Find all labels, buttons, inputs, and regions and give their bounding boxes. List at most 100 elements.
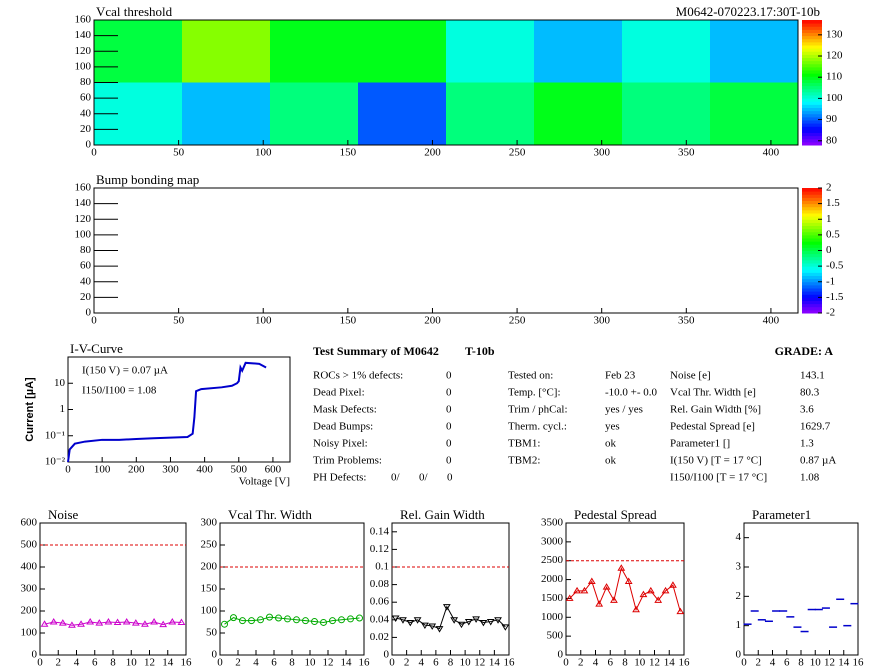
marker — [311, 618, 318, 626]
colorbar-step — [802, 45, 822, 49]
colorbar-step — [802, 35, 822, 40]
y-tick-label: 1 — [736, 619, 742, 631]
x-tick-label: 2 — [404, 657, 410, 669]
x-tick-label: 2 — [235, 657, 241, 669]
x-tick-label: 10 — [305, 657, 317, 669]
x-tick-label: 2 — [56, 657, 62, 669]
colorbar-step — [802, 269, 822, 273]
y-tick-label: 100 — [21, 627, 38, 639]
marker — [421, 622, 429, 630]
marker — [399, 617, 407, 624]
colorbar-step — [802, 129, 822, 133]
defect-label: Dead Bumps: — [313, 421, 373, 433]
info-value: ok — [605, 455, 617, 467]
colorbar-step — [802, 116, 822, 121]
x-tick-label: 100 — [255, 315, 272, 327]
x-tick-label: 0 — [741, 657, 747, 669]
colorbar-step — [802, 123, 822, 127]
colorbar-step — [802, 297, 822, 301]
result-value: 1.3 — [800, 438, 814, 450]
result-value: 1.08 — [800, 472, 820, 484]
marker — [610, 596, 618, 603]
x-tick-label: 300 — [593, 315, 610, 327]
y-tick-label: 80 — [80, 76, 92, 88]
colorbar-step — [802, 126, 822, 130]
y-axis-label: Current [µA] — [24, 377, 36, 442]
y-tick-label: 60 — [80, 260, 92, 272]
marker — [595, 600, 604, 607]
series-line — [44, 621, 182, 626]
colorbar-step — [802, 234, 822, 239]
marker — [573, 586, 581, 594]
marker — [275, 614, 282, 622]
y-tick-label: 60 — [80, 92, 92, 104]
colorbar-step — [802, 306, 822, 311]
x-tick-label: 6 — [608, 657, 614, 669]
marker — [320, 618, 327, 626]
colorbar-step — [802, 300, 822, 305]
x-tick-label: 600 — [265, 464, 282, 476]
heat-cell — [270, 20, 358, 83]
colorbar-label: 1.5 — [826, 197, 840, 209]
colorbar-step — [802, 60, 822, 65]
colorbar-step — [802, 48, 822, 52]
marker — [347, 615, 354, 623]
colorbar-label: -0.5 — [826, 260, 844, 272]
heat-cell — [622, 82, 710, 145]
series-line — [67, 361, 267, 463]
x-tick-label: 4 — [419, 657, 425, 669]
x-tick-label: 16 — [504, 657, 516, 669]
colorbar-step — [802, 54, 822, 58]
marker — [617, 564, 626, 571]
summary-title: Test Summary of M0642 — [313, 344, 439, 358]
x-tick-label: 50 — [173, 147, 185, 159]
heat-cell — [358, 20, 446, 83]
y-tick-label: 140 — [75, 29, 92, 41]
x-tick-label: 8 — [622, 657, 628, 669]
x-tick-label: 150 — [340, 147, 357, 159]
grade: GRADE: A — [775, 344, 834, 358]
x-tick-label: 8 — [448, 657, 454, 669]
colorbar-step — [802, 250, 822, 255]
info-value: ok — [605, 438, 617, 450]
colorbar-label: 2 — [826, 182, 832, 194]
marker — [442, 604, 451, 611]
colorbar-step — [802, 29, 822, 33]
marker — [646, 586, 655, 594]
x-tick-label: 4 — [74, 657, 80, 669]
marker — [413, 617, 422, 624]
y-tick-label: 0 — [86, 307, 92, 319]
x-tick-label: 0 — [389, 657, 395, 669]
info-label: Therm. cycl.: — [508, 421, 567, 433]
x-tick-label: 8 — [110, 657, 116, 669]
ph-label: PH Defects: — [313, 472, 366, 484]
colorbar-step — [802, 23, 822, 27]
colorbar-label: 80 — [826, 134, 838, 146]
marker — [230, 614, 237, 622]
x-tick-label: 8 — [289, 657, 295, 669]
info-value: yes — [605, 421, 620, 433]
defect-value: 0 — [446, 455, 452, 467]
chart-title: Parameter1 — [752, 507, 811, 522]
result-value: 3.6 — [800, 404, 814, 416]
marker — [266, 613, 273, 621]
colorbar-step — [802, 104, 822, 108]
chart-title: Pedestal Spread — [574, 507, 657, 522]
colorbar-step — [802, 272, 822, 276]
x-tick-label: 300 — [162, 464, 179, 476]
chart-title: Bump bonding map — [96, 172, 199, 187]
x-tick-label: 50 — [173, 315, 185, 327]
y-tick-label: 160 — [75, 14, 92, 26]
series-line — [395, 605, 506, 630]
x-tick-label: 200 — [128, 464, 145, 476]
x-tick-label: 350 — [678, 147, 695, 159]
colorbar-label: -1.5 — [826, 291, 844, 303]
annotation: I(150 V) = 0.07 µA — [82, 365, 168, 377]
colorbar-step — [802, 263, 822, 267]
ph-value: 0/ — [391, 472, 401, 484]
x-tick-label: 2 — [756, 657, 762, 669]
x-tick-label: 12 — [474, 657, 485, 669]
colorbar-step — [802, 51, 822, 55]
y-tick-label: 10⁻¹ — [45, 429, 65, 441]
series-line — [569, 566, 681, 612]
